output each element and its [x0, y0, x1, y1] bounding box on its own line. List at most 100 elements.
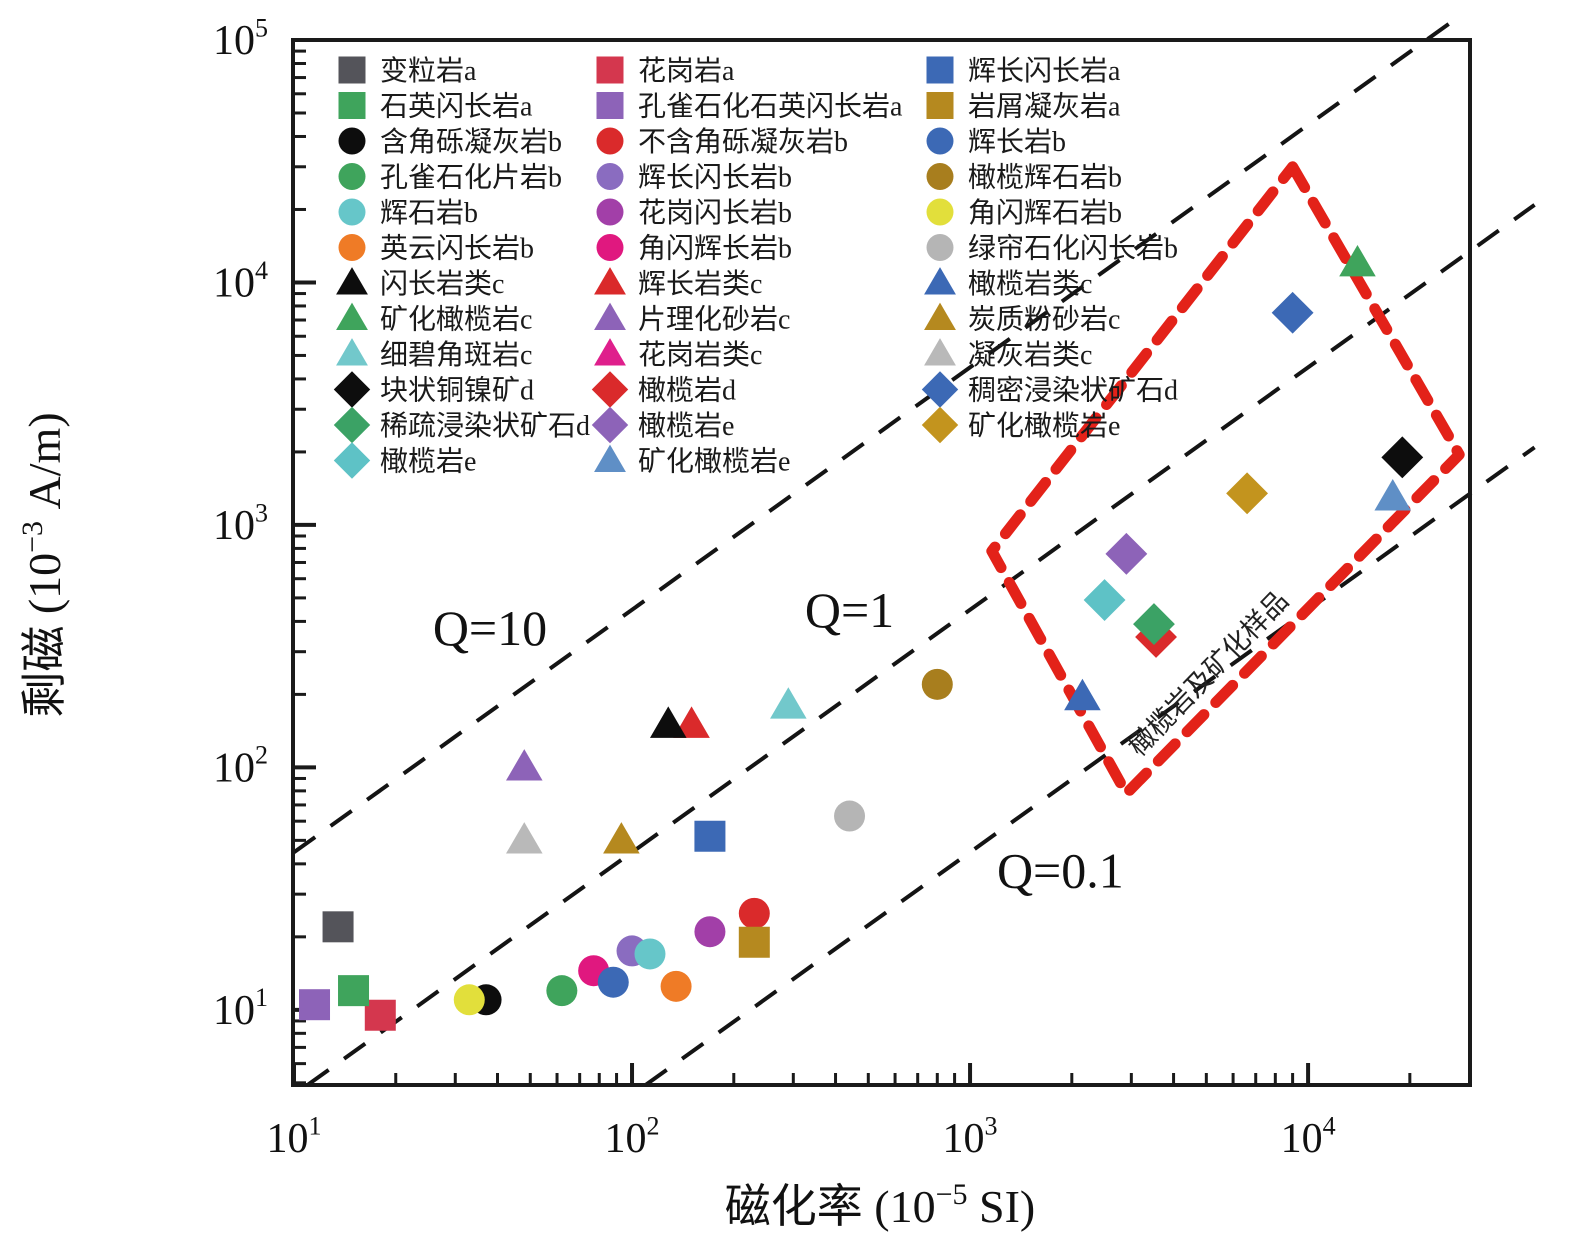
data-point-橄榄辉石岩b: [921, 668, 953, 700]
data-point-角闪辉石岩b: [453, 984, 485, 1016]
legend-label: 稠密浸染状矿石d: [968, 375, 1178, 407]
data-point-岩屑凝灰岩a: [738, 926, 770, 958]
legend-label: 矿化橄榄岩e: [968, 410, 1120, 442]
marker-circle: [596, 127, 624, 155]
legend-item-橄榄岩e: 橄榄岩e: [333, 442, 476, 479]
legend-label: 辉长闪长岩b: [638, 162, 792, 194]
marker-diamond: [333, 406, 371, 444]
marker-circle: [738, 897, 770, 929]
legend-label: 辉长闪长岩a: [968, 55, 1121, 87]
legend-item-橄榄辉石岩b: 橄榄辉石岩b: [926, 162, 1122, 194]
q-line-label-10: Q=10: [433, 600, 547, 656]
legend-label: 炭质粉砂岩c: [968, 304, 1120, 336]
data-point-凝灰岩类c: [505, 822, 543, 854]
legend-label: 岩屑凝灰岩a: [968, 91, 1121, 123]
marker-diamond: [921, 406, 959, 444]
legend-item-稀疏浸染状矿石d: 稀疏浸染状矿石d: [333, 406, 590, 444]
data-point-矿化橄榄岩e: [1374, 479, 1412, 511]
data-point-不含角砾凝灰岩b: [738, 897, 770, 929]
marker-circle: [694, 916, 726, 948]
highlight-box: [986, 161, 1465, 800]
legend-item-辉长闪长岩a: 辉长闪长岩a: [926, 55, 1121, 87]
legend-label: 橄榄岩e: [380, 446, 476, 478]
data-point-橄榄岩类c: [1064, 678, 1101, 711]
legend-item-矿化橄榄岩e: 矿化橄榄岩e: [594, 444, 790, 478]
q-line-label-0.1: Q=0.1: [997, 842, 1124, 898]
marker-triangle: [1064, 678, 1101, 711]
y-axis-title: 剩磁 (10−3 A/m): [16, 412, 70, 717]
marker-circle: [338, 198, 366, 226]
legend-label: 角闪辉石岩b: [968, 197, 1122, 229]
legend-item-孔雀石化石英闪长岩a: 孔雀石化石英闪长岩a: [596, 91, 903, 123]
data-point-变粒岩a: [322, 911, 354, 943]
marker-triangle: [1339, 244, 1376, 277]
marker-diamond: [333, 371, 371, 408]
x-tick-label-10e1: 101: [266, 1111, 321, 1162]
legend-item-辉长岩b: 辉长岩b: [926, 126, 1066, 158]
legend-label: 花岗岩类c: [638, 339, 762, 371]
legend-item-角闪辉长岩b: 角闪辉长岩b: [596, 233, 792, 265]
legend-label: 矿化橄榄岩e: [638, 446, 790, 478]
data-point-辉石岩b: [634, 938, 666, 970]
legend-label: 石英闪长岩a: [380, 91, 533, 123]
marker-square: [338, 92, 366, 119]
data-point-橄榄岩e: [1105, 532, 1148, 575]
marker-circle: [338, 127, 366, 155]
y-tick-label-10e3: 103: [213, 498, 268, 549]
data-point-稠密浸染状矿石d: [1271, 291, 1314, 334]
marker-square: [738, 926, 770, 958]
marker-circle: [338, 234, 366, 261]
legend-label: 绿帘石化闪长岩b: [968, 233, 1178, 265]
data-point-石英闪长岩a: [338, 975, 370, 1007]
q-line-10: [292, 16, 1458, 854]
marker-circle: [596, 198, 624, 226]
marker-triangle: [505, 749, 543, 781]
legend-item-辉长岩类c: 辉长岩类c: [594, 267, 762, 300]
marker-diamond: [1226, 472, 1269, 515]
legend-label: 孔雀石化石英闪长岩a: [638, 91, 903, 123]
marker-circle: [660, 970, 692, 1002]
marker-square: [926, 92, 954, 119]
y-tick-label-10e5: 105: [213, 13, 268, 64]
legend-label: 稀疏浸染状矿石d: [380, 410, 590, 442]
data-point-绿帘石化闪长岩b: [834, 800, 866, 832]
legend-label: 细碧角斑岩c: [380, 339, 532, 371]
data-point-橄榄岩e: [1083, 579, 1126, 621]
marker-circle: [926, 163, 954, 190]
legend-item-角闪辉石岩b: 角闪辉石岩b: [926, 197, 1122, 229]
marker-square: [299, 989, 331, 1021]
data-point-块状铜镍矿d: [1381, 436, 1424, 479]
marker-square: [596, 92, 624, 119]
legend-label: 花岗岩a: [638, 55, 735, 87]
marker-diamond: [1381, 436, 1424, 479]
marker-circle: [596, 234, 624, 261]
legend-item-矿化橄榄岩c: 矿化橄榄岩c: [336, 302, 532, 336]
marker-triangle: [770, 687, 807, 719]
legend-label: 橄榄岩类c: [968, 268, 1092, 300]
legend-item-矿化橄榄岩e: 矿化橄榄岩e: [921, 406, 1120, 444]
marker-square: [596, 56, 624, 84]
marker-circle: [634, 938, 666, 970]
legend-item-含角砾凝灰岩b: 含角砾凝灰岩b: [338, 126, 562, 158]
marker-square: [338, 975, 370, 1007]
legend-label: 橄榄岩d: [638, 375, 736, 407]
marker-triangle: [649, 706, 687, 738]
marker-circle: [834, 800, 866, 832]
data-point-闪长岩类c: [649, 706, 687, 738]
legend-item-绿帘石化闪长岩b: 绿帘石化闪长岩b: [926, 233, 1178, 265]
y-tick-label-10e2: 102: [213, 741, 268, 792]
data-point-孔雀石化石英闪长岩a: [299, 989, 331, 1021]
marker-diamond: [1133, 603, 1175, 645]
marker-triangle: [594, 338, 626, 366]
marker-triangle: [924, 338, 956, 366]
marker-diamond: [1105, 532, 1148, 575]
legend-label: 辉石岩b: [380, 197, 478, 229]
legend-item-橄榄岩类c: 橄榄岩类c: [924, 267, 1092, 300]
legend-label: 孔雀石化片岩b: [380, 162, 562, 194]
legend-item-不含角砾凝灰岩b: 不含角砾凝灰岩b: [596, 126, 848, 158]
legend-item-片理化砂岩c: 片理化砂岩c: [594, 302, 790, 336]
legend-label: 含角砾凝灰岩b: [380, 126, 562, 158]
legend-label: 橄榄岩e: [638, 410, 734, 442]
legend-label: 辉长岩b: [968, 126, 1066, 158]
